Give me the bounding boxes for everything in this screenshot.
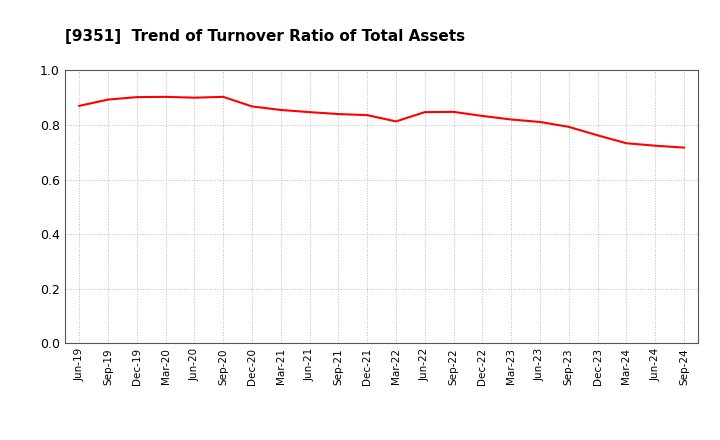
Text: [9351]  Trend of Turnover Ratio of Total Assets: [9351] Trend of Turnover Ratio of Total … [65, 29, 465, 44]
